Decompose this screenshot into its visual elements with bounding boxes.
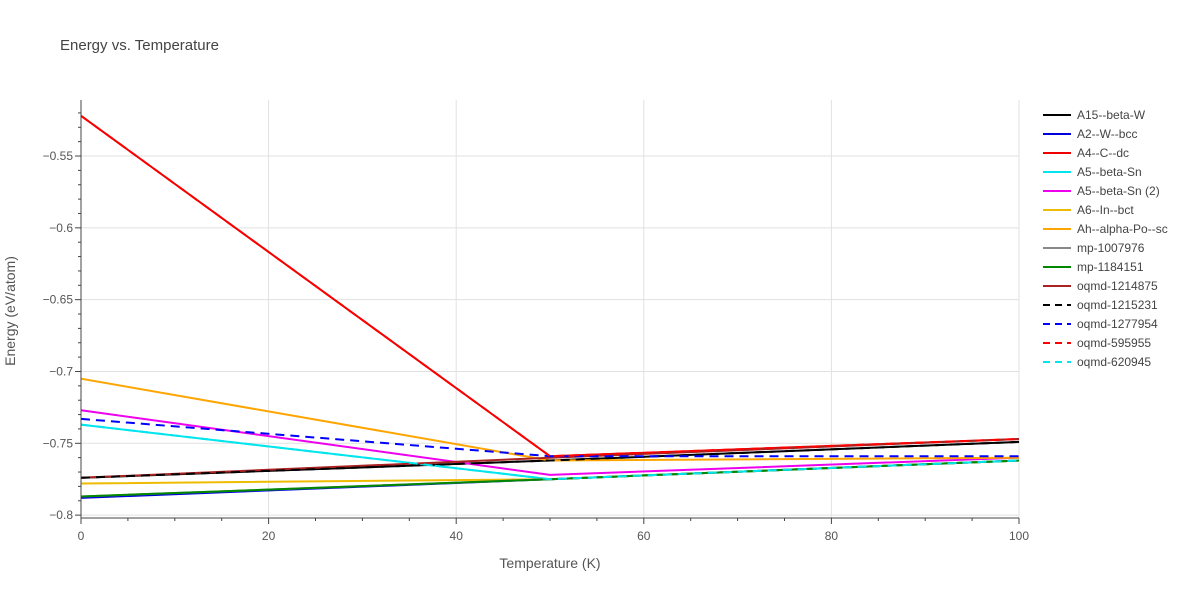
x-tick-label: 100 — [1009, 529, 1029, 543]
legend-item[interactable]: oqmd-620945 — [1043, 355, 1151, 369]
legend-label: A2--W--bcc — [1077, 127, 1137, 141]
chart-title: Energy vs. Temperature — [60, 37, 219, 54]
series-line-oqmd-1215231[interactable] — [80, 440, 1020, 479]
legend-item[interactable]: A5--beta-Sn (2) — [1043, 184, 1160, 198]
legend-item[interactable]: oqmd-1215231 — [1043, 298, 1158, 312]
legend-label: A5--beta-Sn — [1077, 165, 1142, 179]
x-tick-label: 40 — [450, 529, 464, 543]
x-axis-title: Temperature (K) — [499, 555, 600, 571]
y-axis-title: Energy (eV/atom) — [2, 256, 18, 366]
y-tick-label: −0.55 — [43, 149, 74, 163]
legend-label: Ah--alpha-Po--sc — [1077, 222, 1168, 236]
legend[interactable]: A15--beta-W A2--W--bcc A4--C--dc A5--beta-S… — [1043, 108, 1168, 369]
legend-label: oqmd-1215231 — [1077, 298, 1158, 312]
y-tick-label: −0.7 — [49, 364, 73, 378]
legend-label: mp-1007976 — [1077, 241, 1145, 255]
legend-item[interactable]: oqmd-1214875 — [1043, 279, 1158, 293]
legend-item[interactable]: A2--W--bcc — [1043, 127, 1137, 141]
y-tick-label: −0.8 — [49, 508, 73, 522]
y-tick-label: −0.65 — [43, 293, 74, 307]
series-line-oqmd-620945[interactable] — [80, 423, 1020, 481]
legend-label: oqmd-1277954 — [1077, 317, 1158, 331]
legend-item[interactable]: mp-1184151 — [1043, 260, 1144, 274]
legend-label: oqmd-620945 — [1077, 355, 1151, 369]
series-line-a4-c-dc[interactable] — [80, 114, 1020, 458]
legend-label: mp-1184151 — [1077, 260, 1144, 274]
series-line-oqmd-595955[interactable] — [80, 114, 1020, 458]
legend-item[interactable]: A5--beta-Sn — [1043, 165, 1142, 179]
legend-label: oqmd-595955 — [1077, 336, 1151, 350]
legend-item[interactable]: A4--C--dc — [1043, 146, 1129, 160]
legend-item[interactable]: A6--In--bct — [1043, 203, 1134, 217]
axes: 0 20 40 60 80 100 −0.8 −0.75 −0.7 −0.65 −0.6 −0.55 — [43, 100, 1029, 543]
legend-item[interactable]: oqmd-1277954 — [1043, 317, 1158, 331]
x-tick-label: 80 — [825, 529, 839, 543]
legend-item[interactable]: oqmd-595955 — [1043, 336, 1151, 350]
legend-item[interactable]: Ah--alpha-Po--sc — [1043, 222, 1168, 236]
x-tick-label: 20 — [262, 529, 276, 543]
legend-label: A15--beta-W — [1077, 108, 1146, 122]
legend-label: A5--beta-Sn (2) — [1077, 184, 1160, 198]
x-tick-label: 60 — [637, 529, 651, 543]
legend-label: A6--In--bct — [1077, 203, 1134, 217]
legend-item[interactable]: mp-1007976 — [1043, 241, 1145, 255]
plot-area — [80, 114, 1020, 499]
legend-label: A4--C--dc — [1077, 146, 1129, 160]
y-tick-label: −0.75 — [43, 436, 74, 450]
x-tick-label: 0 — [78, 529, 85, 543]
y-tick-label: −0.6 — [49, 221, 73, 235]
legend-item[interactable]: A15--beta-W — [1043, 108, 1146, 122]
legend-label: oqmd-1214875 — [1077, 279, 1158, 293]
series-line-oqmd-1277954[interactable] — [80, 417, 1019, 458]
